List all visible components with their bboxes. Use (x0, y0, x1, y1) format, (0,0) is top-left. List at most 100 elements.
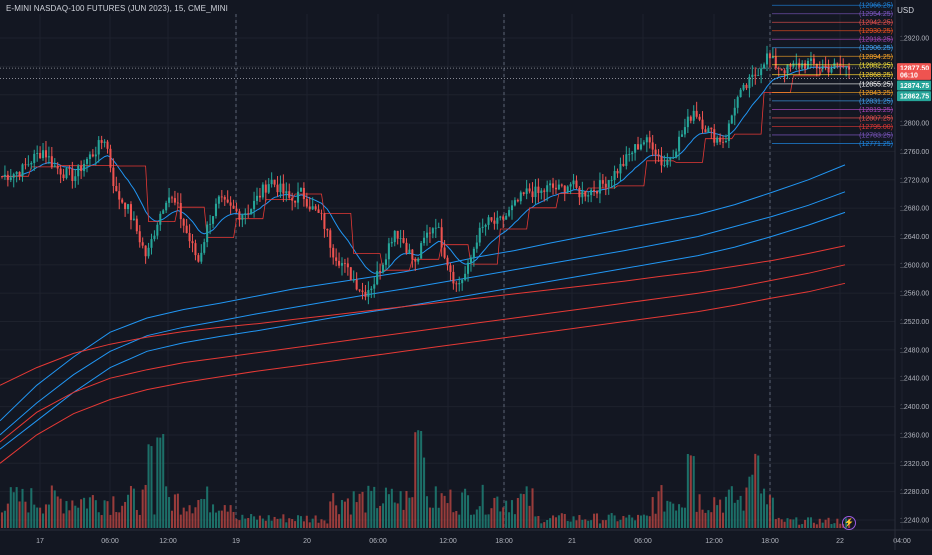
volume-bar (578, 515, 581, 528)
y-tick-label: 12320.00 (900, 461, 929, 468)
price-tag (897, 80, 931, 91)
level-label: (12954.25) (859, 11, 893, 18)
volume-bar (379, 505, 382, 528)
volume-bar (373, 486, 376, 528)
candle-body (326, 228, 329, 231)
volume-bar (384, 487, 387, 528)
volume-bar (818, 518, 821, 528)
volume-bar (801, 524, 804, 528)
candle-body (566, 186, 569, 193)
y-tick-label: 12680.00 (900, 206, 929, 213)
candle-body (546, 185, 549, 192)
candle-body (449, 265, 452, 272)
candle-body (490, 217, 493, 221)
y-tick-label: 12240.00 (900, 518, 929, 525)
volume-bar (214, 512, 217, 528)
volume-bar (129, 485, 132, 528)
candle-body (645, 137, 648, 143)
candle-body (487, 217, 490, 225)
candle-body (241, 214, 244, 220)
candle-body (812, 58, 815, 64)
x-tick-label: 20 (303, 538, 311, 545)
volume-bar (255, 519, 259, 528)
volume-bar (85, 508, 89, 528)
volume-bar (768, 495, 771, 528)
volume-bar (261, 518, 264, 528)
volume-bar (651, 497, 654, 528)
volume-bar (654, 513, 657, 528)
volume-bar (563, 514, 566, 528)
volume-bar (138, 514, 141, 528)
volume-bar (827, 517, 830, 528)
volume-bar (569, 521, 572, 528)
volume-bar (765, 504, 769, 528)
volume-bar (549, 518, 552, 528)
candle-body (338, 260, 341, 266)
volume-bar (792, 519, 795, 528)
candle-body (141, 242, 144, 246)
volume-bar (135, 509, 138, 528)
volume-bar (305, 515, 308, 528)
candle-body (50, 156, 53, 168)
candle-body (710, 127, 713, 130)
candle-body (651, 142, 654, 150)
volume-bar (47, 504, 50, 528)
volume-bar (53, 490, 56, 528)
volume-bar (156, 437, 159, 528)
candle-body (475, 242, 478, 249)
volume-bar (440, 493, 443, 528)
candle-body (6, 174, 9, 180)
candle-body (3, 174, 6, 177)
candle-body (235, 208, 238, 212)
volume-bar (698, 494, 701, 528)
candle-body (276, 184, 279, 193)
candle-body (405, 242, 408, 254)
volume-bar (226, 511, 229, 528)
candle-body (428, 232, 431, 234)
volume-bar (223, 505, 226, 528)
volume-bar (12, 492, 15, 528)
candle-body (153, 235, 156, 240)
candle-body (340, 263, 344, 266)
x-tick-label: 12:00 (159, 538, 177, 545)
candle-body (194, 243, 197, 256)
candle-body (727, 123, 730, 141)
volume-bar (121, 505, 124, 528)
volume-bar (340, 500, 344, 528)
candle-body (267, 184, 270, 193)
candle-body (789, 64, 792, 67)
volume-bar (56, 496, 59, 528)
volume-bar (352, 491, 355, 528)
volume-bar (467, 495, 470, 528)
candle-body (352, 279, 355, 281)
volume-bar (584, 519, 587, 528)
volume-bar (472, 514, 475, 528)
volume-bar (739, 495, 742, 528)
candle-body (414, 259, 417, 262)
volume-bar (349, 514, 352, 528)
volume-bar (250, 514, 253, 528)
candle-body (147, 247, 150, 257)
volume-bar (496, 496, 499, 528)
volume-bar (33, 504, 36, 528)
volume-bar (165, 486, 168, 528)
volume-bar (200, 498, 203, 528)
volume-bar (235, 519, 238, 528)
volume-bar (437, 507, 440, 528)
candle-body (367, 290, 370, 297)
volume-bar (546, 520, 549, 528)
volume-bar (581, 519, 584, 528)
volume-bar (185, 511, 188, 528)
lightning-icon[interactable]: ⚡ (842, 516, 856, 530)
volume-bar (537, 516, 540, 528)
candle-body (499, 216, 502, 218)
candle-body (842, 66, 845, 68)
candle-body (115, 185, 118, 192)
volume-bar (513, 514, 516, 528)
candle-body (302, 187, 305, 200)
candle-body (361, 290, 364, 292)
y-tick-label: 12360.00 (900, 432, 929, 439)
candle-body (30, 162, 33, 165)
